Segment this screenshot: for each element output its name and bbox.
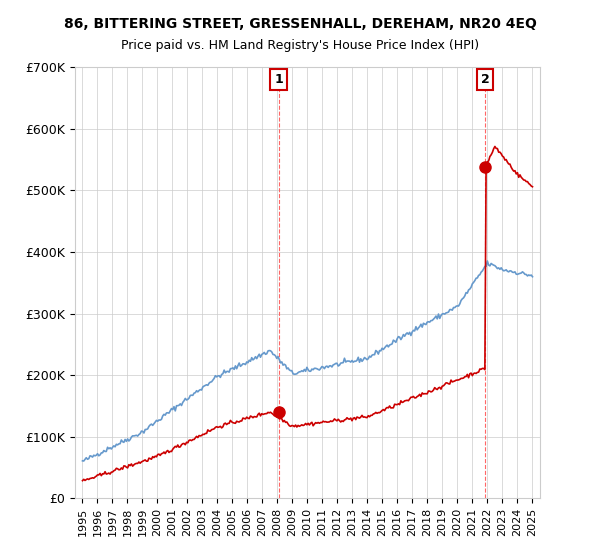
Text: Price paid vs. HM Land Registry's House Price Index (HPI): Price paid vs. HM Land Registry's House …	[121, 39, 479, 52]
Text: 1: 1	[274, 73, 283, 86]
Text: 2: 2	[481, 73, 490, 86]
Text: 86, BITTERING STREET, GRESSENHALL, DEREHAM, NR20 4EQ: 86, BITTERING STREET, GRESSENHALL, DEREH…	[64, 17, 536, 31]
